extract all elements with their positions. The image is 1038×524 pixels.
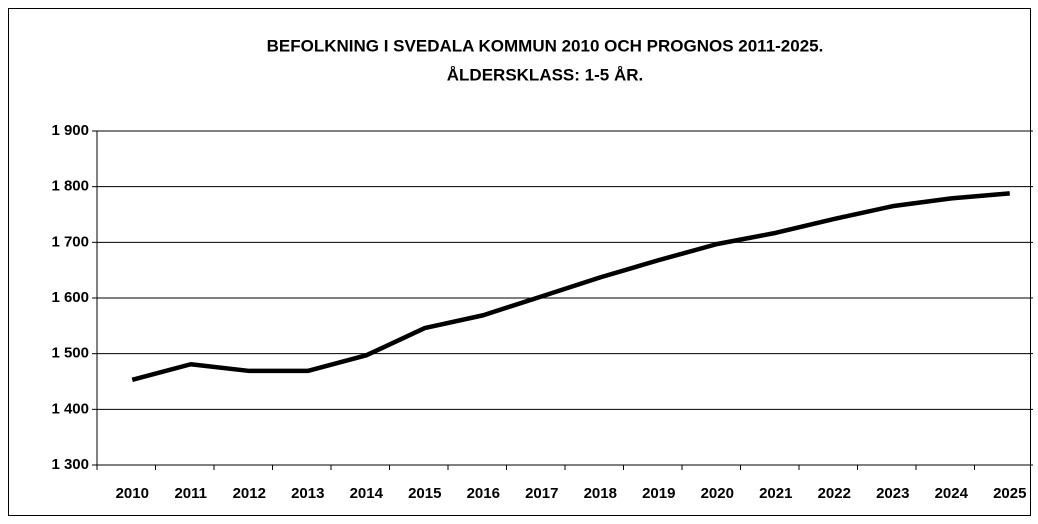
y-tick-label: 1 700: [51, 233, 89, 250]
chart-border: [8, 8, 1031, 516]
x-tick-label: 2017: [525, 485, 558, 502]
x-tick-label: 2019: [642, 485, 675, 502]
y-tick-label: 1 600: [51, 289, 89, 306]
x-tick-label: 2018: [584, 485, 617, 502]
x-tick-label: 2023: [876, 485, 909, 502]
x-tick-label: 2010: [116, 485, 149, 502]
chart-title: BEFOLKNING I SVEDALA KOMMUN 2010 OCH PRO…: [267, 36, 824, 55]
x-tick-label: 2022: [818, 485, 851, 502]
y-tick-label: 1 500: [51, 345, 89, 362]
x-tick-label: 2014: [350, 485, 384, 502]
chart-subtitle: ÅLDERSKLASS: 1-5 ÅR.: [447, 65, 643, 84]
x-tick-label: 2020: [701, 485, 734, 502]
x-tick-label: 2011: [174, 485, 207, 502]
y-tick-label: 1 800: [51, 178, 89, 195]
x-tick-label: 2025: [993, 485, 1026, 502]
x-tick-label: 2013: [291, 485, 324, 502]
x-tick-label: 2024: [935, 485, 969, 502]
y-tick-label: 1 900: [51, 122, 89, 139]
y-tick-label: 1 400: [51, 400, 89, 417]
x-tick-label: 2012: [233, 485, 266, 502]
x-tick-label: 2021: [759, 485, 792, 502]
y-tick-label: 1 300: [51, 456, 89, 473]
data-line: [131, 191, 1010, 383]
x-tick-label: 2015: [408, 485, 441, 502]
x-tick-label: 2016: [467, 485, 500, 502]
